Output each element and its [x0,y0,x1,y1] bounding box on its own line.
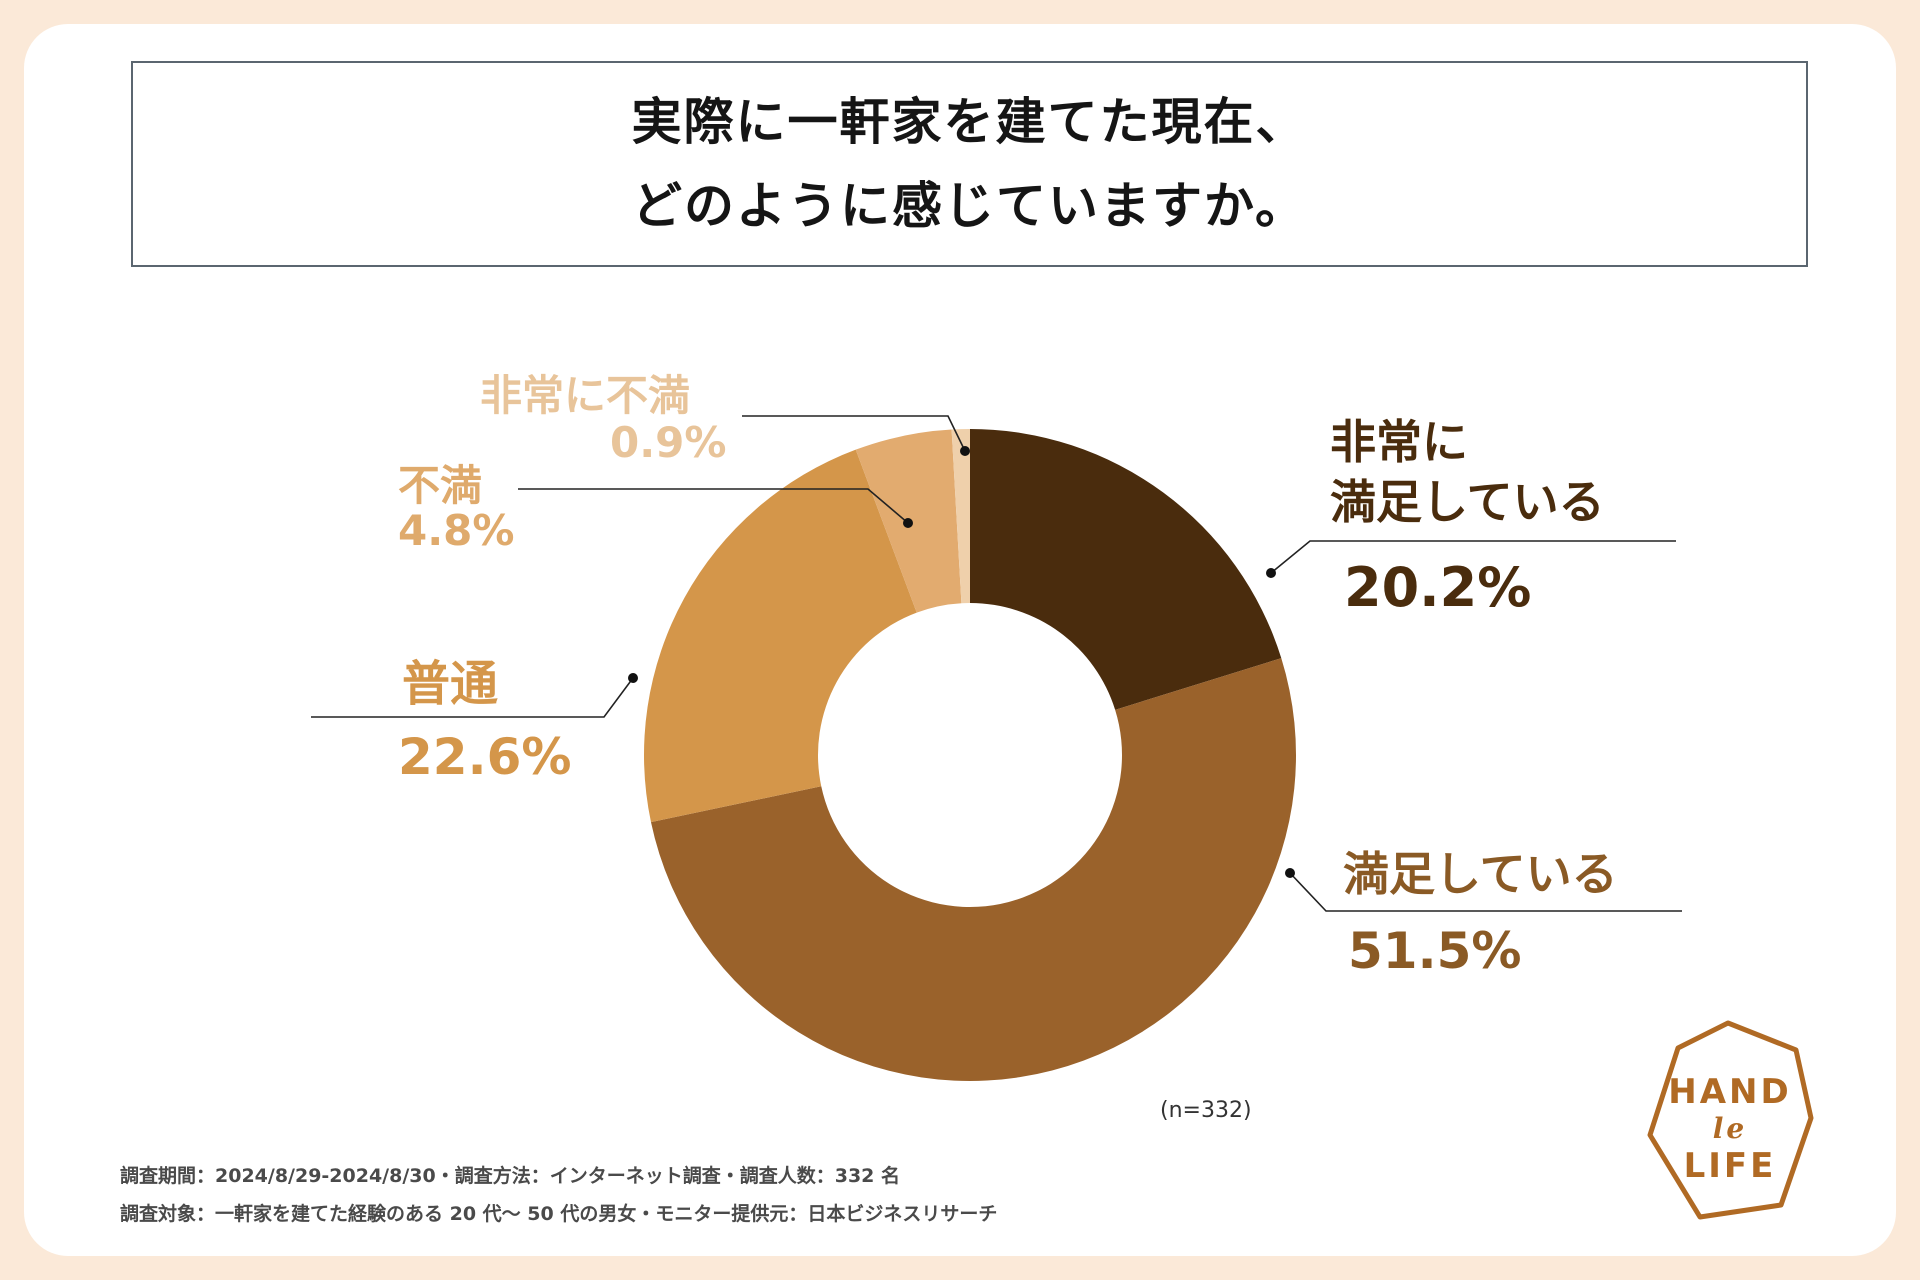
label-satisfied-name: 満足している [1343,847,1618,901]
leader-dot-neutral [628,673,638,683]
leader-dot-very-dissatisfied [960,446,970,456]
label-neutral-name: 普通 [402,656,499,712]
leader-dot-very-satisfied [1266,568,1276,578]
footer-line-1: 調査期間：2024/8/29-2024/8/30・調査方法：インターネット調査・… [120,1165,901,1187]
logo-text-life: LIFE [1683,1146,1777,1186]
leader-line-very-satisfied [1270,540,1676,574]
leader-line-satisfied [1289,872,1682,912]
label-dissatisfied-value: 4.8% [398,506,515,555]
title-line-1: 実際に一軒家を建てた現在、 [631,93,1308,151]
logo-text-le: le [1712,1112,1748,1145]
leader-dot-satisfied [1285,868,1295,878]
label-satisfied-value: 51.5% [1348,922,1522,980]
slice-neutral [644,449,917,823]
sample-size: (n=332) [1160,1098,1252,1123]
label-very-satisfied-value: 20.2% [1344,556,1532,619]
leader-line-dissatisfied [518,488,909,524]
label-very-satisfied-name: 非常に 満足している [1330,415,1605,529]
slice-satisfied [650,658,1296,1081]
slices [644,429,1296,1081]
title-line-2: どのように感じていますか。 [632,177,1307,235]
leader-line-neutral [311,677,634,718]
label-very-dissatisfied-value: 0.9% [610,418,727,467]
logo-text-hand: HAND [1668,1072,1792,1112]
leader-dot-dissatisfied [903,518,913,528]
leader-line-very-dissatisfied [742,415,966,452]
leader-lines [311,415,1682,912]
title-box: 実際に一軒家を建てた現在、 どのように感じていますか。 [131,61,1808,267]
slice-very-dissatisfied [951,429,970,604]
slice-very-satisfied [970,429,1282,710]
label-neutral-value: 22.6% [398,728,572,786]
label-dissatisfied-name: 不満 [398,461,483,510]
label-very-dissatisfied-name: 非常に不満 [480,371,691,420]
footer-line-2: 調査対象：一軒家を建てた経験のある 20 代〜 50 代の男女・モニター提供元：… [120,1203,998,1225]
